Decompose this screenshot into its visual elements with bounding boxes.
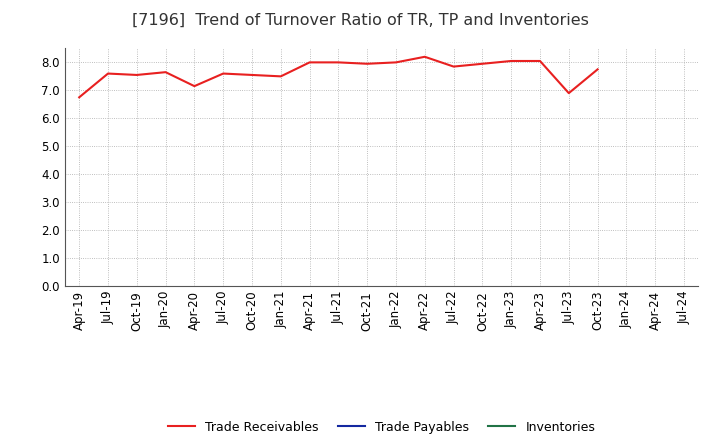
Trade Receivables <box>593 67 602 72</box>
Trade Receivables <box>104 71 112 76</box>
Trade Receivables <box>161 70 170 75</box>
Trade Receivables <box>305 60 314 65</box>
Trade Receivables <box>507 59 516 64</box>
Trade Receivables <box>564 91 573 96</box>
Trade Receivables <box>219 71 228 76</box>
Trade Receivables <box>420 54 429 59</box>
Legend: Trade Receivables, Trade Payables, Inventories: Trade Receivables, Trade Payables, Inven… <box>163 416 600 439</box>
Line: Trade Receivables: Trade Receivables <box>79 57 598 97</box>
Trade Receivables <box>276 74 285 79</box>
Trade Receivables <box>392 60 400 65</box>
Trade Receivables <box>132 72 141 77</box>
Trade Receivables <box>363 61 372 66</box>
Text: [7196]  Trend of Turnover Ratio of TR, TP and Inventories: [7196] Trend of Turnover Ratio of TR, TP… <box>132 13 588 28</box>
Trade Receivables <box>478 61 487 66</box>
Trade Receivables <box>75 95 84 100</box>
Trade Receivables <box>334 60 343 65</box>
Trade Receivables <box>449 64 458 69</box>
Trade Receivables <box>190 84 199 89</box>
Trade Receivables <box>248 72 256 77</box>
Trade Receivables <box>536 59 544 64</box>
